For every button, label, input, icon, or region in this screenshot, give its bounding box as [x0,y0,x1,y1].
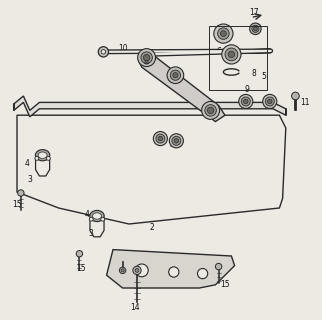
Ellipse shape [35,150,50,161]
Polygon shape [14,96,286,117]
Circle shape [202,101,220,119]
Ellipse shape [92,213,101,219]
Circle shape [101,50,106,54]
Circle shape [205,105,216,116]
Text: 3: 3 [88,229,93,238]
Circle shape [241,97,250,106]
Text: 16: 16 [115,268,124,276]
Circle shape [170,70,181,80]
Text: 3: 3 [27,175,32,184]
Circle shape [174,139,179,143]
Circle shape [173,73,178,78]
Text: 16: 16 [137,53,147,62]
Circle shape [222,45,241,64]
Text: 8: 8 [251,69,256,78]
Text: 11: 11 [300,98,310,107]
Circle shape [135,268,139,272]
Text: 14: 14 [131,303,140,312]
Text: 15: 15 [220,280,230,289]
Circle shape [169,134,184,148]
Circle shape [265,97,274,106]
Circle shape [207,107,214,114]
Circle shape [228,51,235,58]
Circle shape [263,94,277,108]
Circle shape [137,49,156,67]
Text: 15: 15 [12,200,22,209]
Circle shape [221,31,226,36]
Text: 12: 12 [252,24,262,33]
Circle shape [119,267,126,274]
Text: 10: 10 [118,44,128,52]
Text: 7: 7 [242,95,247,104]
Text: 2: 2 [149,223,154,232]
Circle shape [167,67,184,84]
Text: 7: 7 [168,140,173,148]
Circle shape [156,134,165,143]
Circle shape [158,136,163,141]
Circle shape [143,58,150,64]
Circle shape [35,156,39,160]
Circle shape [141,52,152,63]
Circle shape [121,269,124,272]
Circle shape [135,264,148,277]
Ellipse shape [90,211,104,222]
Circle shape [268,99,272,104]
Circle shape [46,156,50,160]
Circle shape [252,25,259,32]
Circle shape [243,99,248,104]
Circle shape [250,23,261,35]
Text: 9: 9 [245,85,250,94]
Text: 17: 17 [249,8,259,17]
Text: 4: 4 [85,210,90,219]
Circle shape [145,59,148,62]
Text: 13: 13 [156,133,166,142]
Text: 13: 13 [265,95,275,104]
Ellipse shape [38,152,47,158]
Text: 6: 6 [216,47,221,56]
Circle shape [76,251,83,257]
Polygon shape [138,51,225,122]
Circle shape [197,268,208,279]
Circle shape [89,217,93,221]
Circle shape [253,27,257,31]
Circle shape [98,47,109,57]
Circle shape [291,92,299,100]
Circle shape [214,24,233,43]
Text: 15: 15 [76,264,86,273]
Circle shape [218,28,229,39]
Circle shape [239,94,253,108]
Bar [209,26,267,90]
Polygon shape [107,250,235,288]
Circle shape [215,263,222,270]
Circle shape [225,48,238,61]
Text: 5: 5 [261,72,266,81]
Text: 1: 1 [181,277,186,286]
Circle shape [18,190,24,196]
Circle shape [172,136,181,145]
Circle shape [153,132,167,146]
Text: 4: 4 [24,159,29,168]
Circle shape [169,267,179,277]
Circle shape [133,266,141,275]
Circle shape [143,54,150,61]
Circle shape [101,217,105,221]
